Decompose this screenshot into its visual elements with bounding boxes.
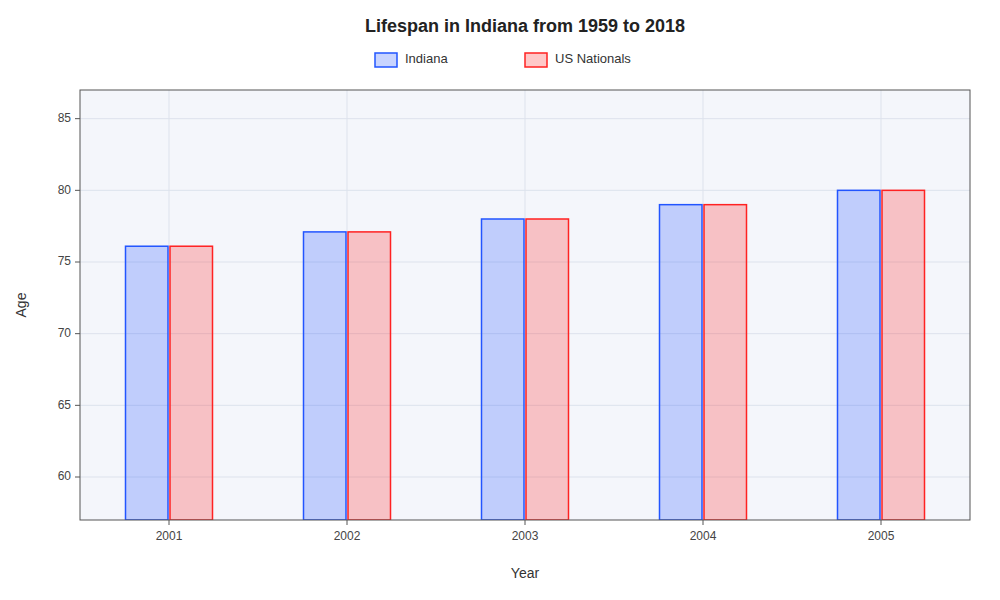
legend-label: Indiana (405, 51, 448, 66)
grid (80, 90, 970, 520)
x-tick (169, 520, 170, 525)
y-tick (75, 118, 80, 119)
bar (704, 205, 747, 520)
plot-frame (80, 90, 970, 520)
title: Lifespan in Indiana from 1959 to 2018 (365, 16, 685, 36)
x-tick-label: 2003 (512, 529, 539, 543)
plot-area (80, 90, 970, 520)
y-tick (75, 477, 80, 478)
legend: Indiana US Nationals (375, 51, 631, 67)
chart-container: 60 65 70 75 80 85 2001 2002 2003 2004 2005 Lifespan… (0, 0, 1000, 600)
bars (126, 190, 925, 520)
y-tick (75, 405, 80, 406)
bar (882, 190, 925, 520)
y-tick-label: 80 (58, 183, 72, 197)
x-tick (347, 520, 348, 525)
y-tick-label: 75 (58, 254, 72, 268)
x-tick-label: 2005 (868, 529, 895, 543)
x-tick-label: 2002 (334, 529, 361, 543)
bar (348, 232, 391, 520)
y-axis-label: Age (13, 292, 29, 317)
background (0, 0, 1000, 600)
y-tick (75, 262, 80, 263)
legend-swatch (375, 53, 397, 67)
legend-swatch (525, 53, 547, 67)
y-tick-label: 85 (58, 111, 72, 125)
chart-svg: 60 65 70 75 80 85 2001 2002 2003 2004 2005 Lifespan… (0, 0, 1000, 600)
y-tick (75, 190, 80, 191)
y-tick-label: 65 (58, 398, 72, 412)
x-tick-label: 2004 (690, 529, 717, 543)
bar (170, 246, 213, 520)
bar (482, 219, 525, 520)
x-tick-label: 2001 (156, 529, 183, 543)
x-tick (525, 520, 526, 525)
bar (126, 246, 169, 520)
bar (660, 205, 703, 520)
x-tick (703, 520, 704, 525)
bar (304, 232, 347, 520)
bar (526, 219, 569, 520)
legend-label: US Nationals (555, 51, 631, 66)
y-tick (75, 333, 80, 334)
x-axis-label: Year (511, 565, 540, 581)
y-tick-label: 60 (58, 469, 72, 483)
bar (838, 190, 881, 520)
y-tick-label: 70 (58, 326, 72, 340)
x-tick (881, 520, 882, 525)
